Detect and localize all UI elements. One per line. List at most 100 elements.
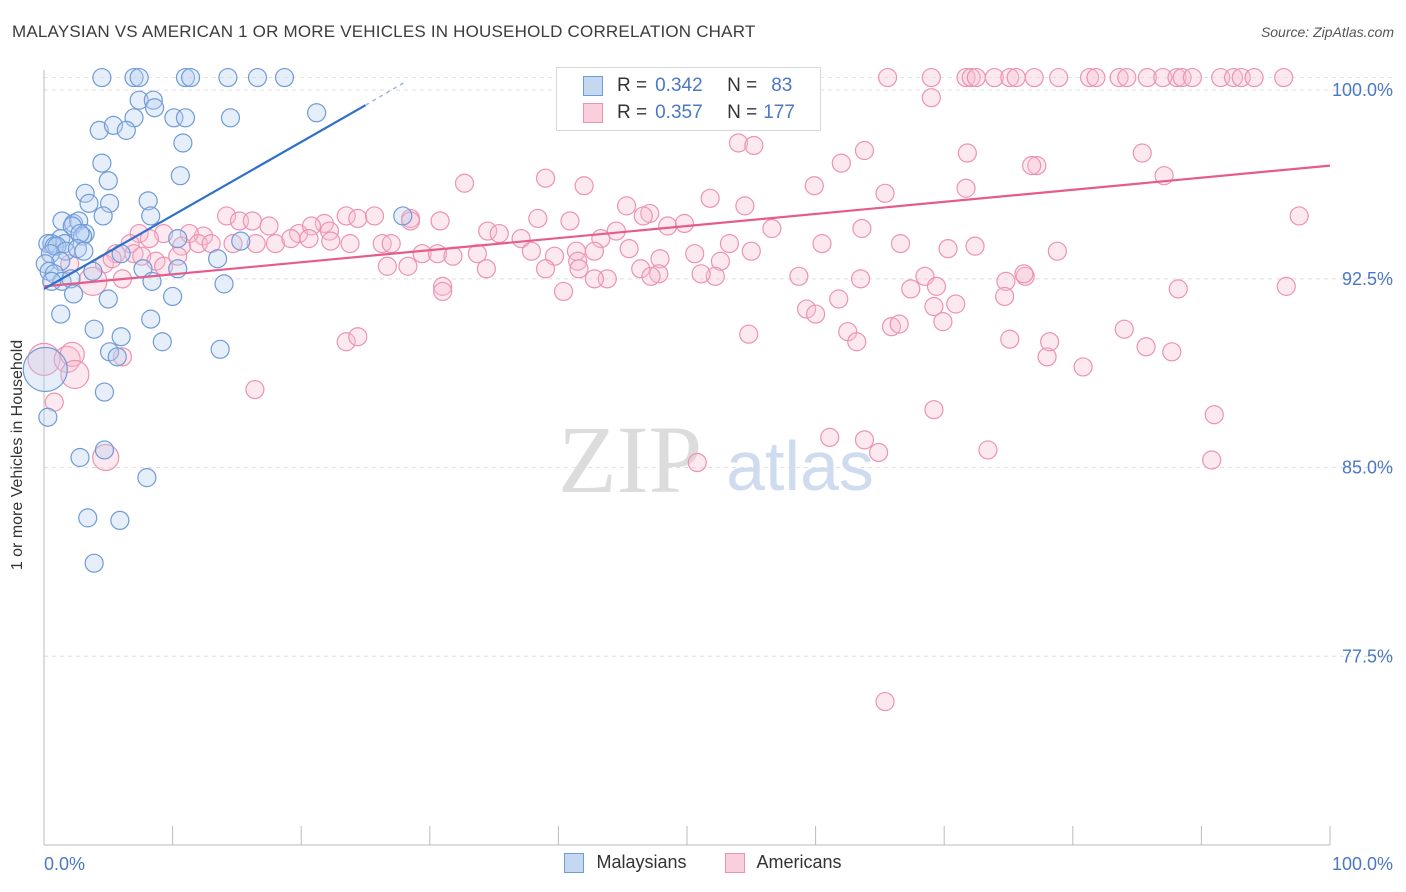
data-point — [1073, 357, 1093, 377]
data-point — [336, 332, 356, 352]
data-point — [336, 206, 356, 226]
data-point — [569, 259, 589, 279]
data-point — [933, 312, 953, 332]
data-point — [700, 188, 720, 208]
data-point — [454, 173, 475, 193]
data-point — [1136, 337, 1156, 357]
data-point — [535, 168, 556, 188]
data-point — [60, 359, 90, 390]
data-point — [1117, 67, 1137, 88]
data-point — [1182, 67, 1202, 88]
series-malaysians — [22, 67, 413, 573]
data-point — [47, 236, 67, 256]
data-point — [1022, 156, 1042, 176]
data-point — [220, 108, 241, 128]
data-point — [924, 296, 944, 317]
data-point — [398, 256, 418, 276]
data-point — [377, 256, 397, 276]
series-americans — [27, 67, 1309, 712]
data-point — [110, 510, 130, 531]
data-point — [1289, 206, 1309, 226]
data-point — [921, 88, 941, 108]
data-point — [735, 196, 755, 216]
data-point — [63, 284, 84, 304]
legend-row-malaysians: R = 0.342 N = 83 — [557, 73, 792, 99]
data-point — [208, 249, 228, 269]
data-point — [443, 246, 463, 266]
data-point — [74, 241, 94, 261]
data-point — [70, 447, 90, 468]
trend-line-malaysians — [43, 104, 367, 290]
data-point — [78, 508, 98, 528]
legend-n-label: N = — [727, 75, 758, 96]
data-point — [301, 216, 322, 236]
data-point — [1000, 329, 1020, 349]
data-point — [829, 289, 849, 309]
data-point — [789, 266, 809, 286]
data-point — [921, 67, 941, 88]
data-point — [79, 193, 99, 213]
data-point — [181, 67, 201, 88]
data-point — [1047, 241, 1067, 261]
data-point — [163, 286, 183, 307]
y-axis-label: 1 or more Vehicles in Household — [9, 339, 26, 571]
data-point — [137, 468, 157, 488]
data-point — [124, 67, 144, 88]
data-point — [84, 319, 104, 339]
x-tick-labels: 0.0% 100.0% — [44, 854, 1393, 874]
data-point — [210, 339, 230, 359]
data-point — [926, 276, 947, 296]
data-point — [553, 281, 574, 302]
data-point — [1204, 405, 1224, 425]
legend-n-label: N = — [727, 102, 758, 123]
data-point — [38, 407, 58, 427]
data-point — [99, 193, 120, 213]
legend-row-americans: R = 0.357 N = 177 — [557, 100, 795, 126]
data-point — [889, 314, 909, 334]
data-point — [218, 67, 238, 88]
data-point — [649, 264, 669, 284]
data-point — [956, 67, 976, 88]
data-point — [1024, 67, 1044, 88]
data-point — [84, 553, 104, 573]
data-point — [560, 211, 580, 231]
data-point — [152, 332, 172, 352]
data-point — [881, 317, 902, 337]
data-point — [1168, 279, 1188, 299]
data-point — [259, 216, 279, 236]
data-point — [307, 103, 327, 123]
source-label: Source: ZipAtlas.com — [1260, 24, 1394, 40]
data-point — [1086, 67, 1106, 88]
legend-item-malaysians[interactable]: Malaysians — [564, 852, 687, 873]
data-point — [961, 67, 981, 88]
data-point — [247, 67, 268, 88]
data-point — [129, 67, 149, 88]
data-point — [1132, 143, 1152, 163]
data-point — [812, 234, 832, 254]
data-point — [584, 241, 605, 261]
data-point — [153, 223, 174, 244]
data-point — [92, 67, 112, 88]
data-point — [175, 67, 196, 88]
legend-r-value: 0.357 — [655, 102, 703, 123]
data-point — [744, 135, 764, 156]
y-tick-label: 92.5% — [1342, 269, 1393, 289]
data-point — [1014, 264, 1034, 284]
data-point — [72, 226, 93, 246]
data-point — [1114, 319, 1134, 339]
data-point — [242, 211, 262, 231]
data-point — [348, 208, 368, 229]
data-point — [393, 206, 413, 226]
legend-item-americans[interactable]: Americans — [724, 852, 842, 873]
data-point — [568, 251, 588, 271]
data-point — [381, 234, 401, 254]
watermark-zip: ZIP — [558, 406, 702, 513]
data-point — [1049, 67, 1069, 88]
data-point — [878, 67, 898, 88]
data-point — [641, 266, 661, 286]
data-point — [111, 327, 131, 347]
data-point — [92, 153, 112, 173]
legend-swatch-pink — [724, 852, 745, 873]
data-point — [168, 228, 188, 249]
